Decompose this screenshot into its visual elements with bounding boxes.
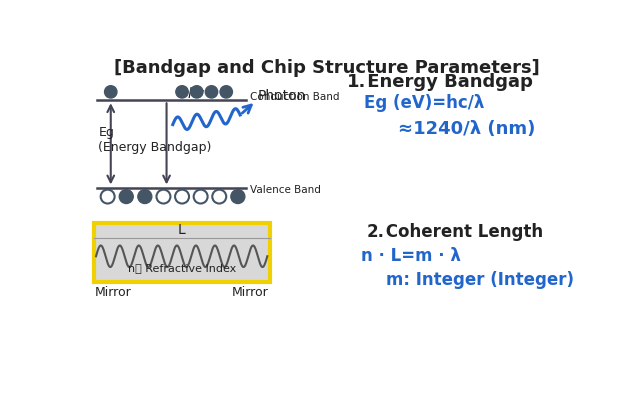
Circle shape xyxy=(156,190,170,204)
Circle shape xyxy=(220,86,232,98)
Text: Eg
(Energy Bandgap): Eg (Energy Bandgap) xyxy=(98,126,212,154)
Text: L: L xyxy=(178,223,186,238)
Circle shape xyxy=(175,190,189,204)
Circle shape xyxy=(176,86,188,98)
Circle shape xyxy=(101,190,115,204)
Circle shape xyxy=(105,86,117,98)
Text: Coherent Length: Coherent Length xyxy=(380,223,544,241)
Text: [Bandgap and Chip Structure Parameters]: [Bandgap and Chip Structure Parameters] xyxy=(114,59,540,77)
Text: n · L=m · λ: n · L=m · λ xyxy=(361,247,461,265)
Circle shape xyxy=(138,190,152,204)
Text: Mirror: Mirror xyxy=(232,286,268,299)
Text: n： Refractive Index: n： Refractive Index xyxy=(128,263,236,273)
Text: hv: hv xyxy=(188,88,205,101)
Text: 2.: 2. xyxy=(366,223,385,241)
Text: Photon: Photon xyxy=(257,89,306,103)
Circle shape xyxy=(191,86,203,98)
Text: Mirror: Mirror xyxy=(95,286,132,299)
Bar xyxy=(94,223,270,282)
Text: Valence Band: Valence Band xyxy=(250,186,321,195)
Circle shape xyxy=(194,190,207,204)
Text: ≈1240/λ (nm): ≈1240/λ (nm) xyxy=(397,120,535,138)
Text: m: Integer (Integer): m: Integer (Integer) xyxy=(386,271,574,289)
Text: Energy Bandgap: Energy Bandgap xyxy=(361,72,533,91)
Circle shape xyxy=(205,86,218,98)
Circle shape xyxy=(231,190,245,204)
Text: Eg (eV)=hc/λ: Eg (eV)=hc/λ xyxy=(364,94,484,112)
Circle shape xyxy=(119,190,133,204)
Text: Conduction Band: Conduction Band xyxy=(250,92,340,102)
Circle shape xyxy=(212,190,226,204)
Text: 1.: 1. xyxy=(347,72,366,91)
